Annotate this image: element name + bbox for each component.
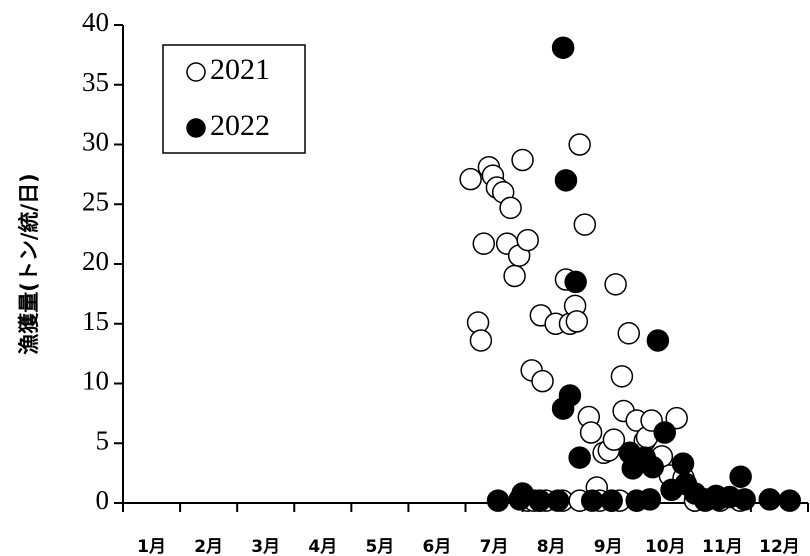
- point: [503, 264, 526, 288]
- x-tick-label: 9月: [594, 537, 623, 556]
- point: [665, 406, 688, 430]
- y-tick-label: 5: [96, 425, 110, 455]
- y-tick-label: 15: [82, 306, 109, 336]
- point: [706, 488, 730, 511]
- point: [516, 228, 539, 252]
- x-tick-label: 10月: [645, 537, 686, 556]
- point: [486, 489, 510, 512]
- point: [499, 196, 522, 220]
- x-tick-label: 6月: [423, 537, 452, 556]
- point: [641, 455, 664, 479]
- x-tick-label: 12月: [759, 537, 800, 556]
- point: [600, 489, 623, 512]
- point: [653, 421, 676, 444]
- point: [551, 397, 575, 420]
- x-tick-label: 8月: [537, 537, 566, 556]
- point: [758, 488, 782, 511]
- x-tick-label: 5月: [365, 537, 394, 556]
- y-tick-label: 35: [82, 67, 109, 97]
- point: [580, 489, 604, 512]
- y-tick-label: 25: [82, 186, 109, 216]
- point: [551, 36, 575, 59]
- y-tick-label: 40: [82, 7, 109, 37]
- point: [573, 213, 597, 236]
- y-tick-label: 0: [96, 485, 110, 515]
- point: [554, 169, 578, 192]
- point: [778, 489, 801, 512]
- point: [511, 148, 534, 172]
- legend-marker: [186, 62, 206, 82]
- point: [565, 310, 589, 333]
- y-tick-label: 20: [82, 246, 109, 276]
- point: [638, 488, 662, 511]
- point: [602, 428, 626, 451]
- point: [469, 329, 493, 352]
- x-tick-label: 4月: [308, 537, 337, 556]
- y-tick-label: 30: [82, 127, 109, 157]
- legend-label: 2022: [210, 109, 270, 142]
- point: [610, 365, 634, 388]
- x-tick-label: 1月: [137, 537, 166, 556]
- point: [604, 273, 627, 296]
- x-tick-label: 7月: [480, 537, 509, 556]
- point: [472, 232, 496, 255]
- point: [579, 421, 603, 444]
- point: [729, 465, 752, 488]
- point: [459, 167, 482, 191]
- point: [531, 369, 554, 393]
- point: [733, 488, 756, 511]
- y-axis-label: 漁獲量(トン/統/日): [17, 173, 41, 355]
- x-tick-label: 2月: [194, 537, 223, 556]
- y-tick-label: 10: [82, 366, 109, 396]
- legend-box: [162, 44, 306, 154]
- legend-label: 2021: [210, 53, 270, 86]
- x-tick-label: 3月: [251, 537, 280, 556]
- x-tick-label: 11月: [702, 537, 743, 556]
- point: [546, 489, 570, 512]
- point: [564, 270, 587, 294]
- legend-marker: [186, 118, 206, 138]
- point: [671, 452, 695, 475]
- point: [617, 322, 641, 345]
- point: [568, 446, 591, 469]
- point: [646, 329, 670, 352]
- point: [568, 133, 591, 156]
